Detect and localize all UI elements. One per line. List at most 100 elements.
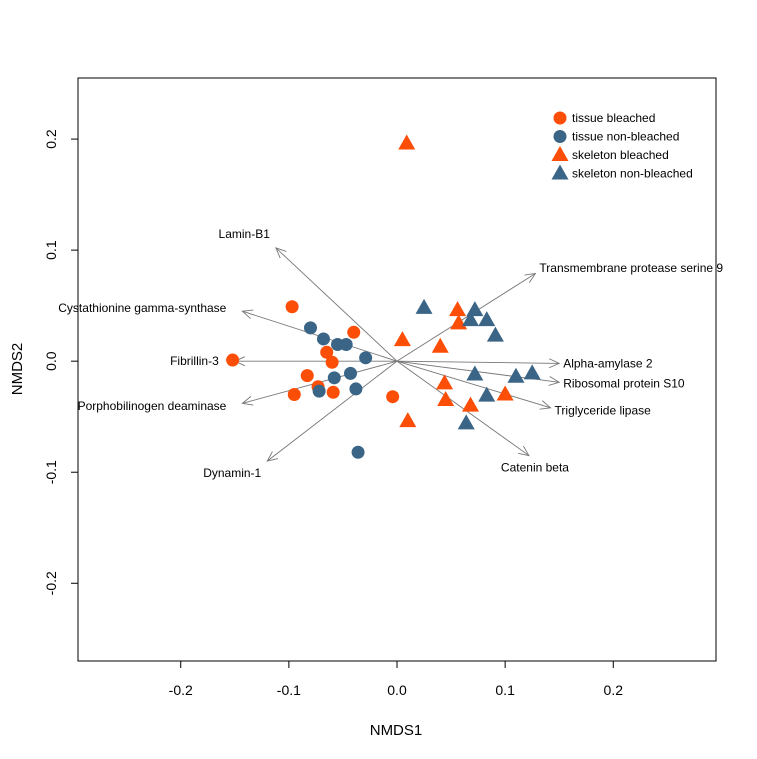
data-point: [437, 391, 455, 407]
legend: tissue bleached tissue non-bleached skelet…: [551, 111, 693, 181]
data-point: [349, 382, 363, 396]
vector-arrowhead: [275, 247, 287, 259]
points-layer: [226, 134, 541, 459]
data-point: [386, 390, 400, 404]
vector-label: Lamin-B1: [219, 227, 271, 241]
vector-arrowhead: [241, 309, 254, 319]
y-tick-label: -0.2: [43, 571, 59, 595]
vector-label: Dynamin-1: [203, 466, 261, 480]
data-point: [398, 134, 416, 150]
x-tick-label: -0.2: [169, 682, 193, 698]
x-tick-label: 0.1: [495, 682, 515, 698]
data-point: [523, 364, 541, 380]
data-point: [466, 301, 484, 317]
data-point: [312, 384, 326, 398]
x-tick-label: 0.2: [604, 682, 624, 698]
y-tick-label: 0.0: [43, 351, 59, 371]
data-point: [466, 365, 484, 381]
legend-entry-skeleton-non-bleached: skeleton non-bleached: [551, 164, 693, 181]
vector-line: [396, 360, 530, 456]
vector-layer: Lamin-B1 Transmembrane protease serine 9 C…: [58, 227, 723, 480]
legend-label: tissue bleached: [572, 111, 655, 125]
x-tick-label: 0.0: [387, 682, 407, 698]
data-point: [326, 385, 340, 399]
vector-arrowhead: [548, 376, 561, 386]
data-point: [339, 338, 353, 352]
data-point: [347, 325, 361, 339]
vector-dynamin-1: Dynamin-1: [203, 360, 398, 480]
vector-label: Porphobilinogen deaminase: [78, 399, 227, 413]
vector-alpha-amylase-2: Alpha-amylase 2: [396, 357, 653, 371]
series-skeleton-bleached: [393, 134, 514, 428]
vector-label: Fibrillin-3: [170, 354, 219, 368]
y-axis-title: NMDS2: [9, 343, 26, 396]
vector-arrowhead: [524, 272, 537, 283]
data-point: [316, 332, 330, 346]
legend-entry-tissue-bleached: tissue bleached: [553, 111, 655, 125]
data-point: [320, 345, 334, 359]
legend-entry-skeleton-bleached: skeleton bleached: [551, 146, 669, 162]
data-point: [507, 367, 525, 383]
data-point: [303, 321, 317, 335]
vector-label: Catenin beta: [501, 461, 569, 475]
vector-arrowhead: [518, 445, 530, 457]
data-point: [431, 337, 449, 353]
vector-label: Triglyceride lipase: [555, 404, 652, 418]
y-tick-label: 0.1: [43, 240, 59, 260]
legend-marker: [553, 130, 567, 143]
data-point: [462, 311, 480, 327]
vector-label: Cystathionine gamma-synthase: [58, 301, 226, 315]
data-point: [457, 414, 475, 430]
series-tissue-bleached: [226, 300, 400, 404]
vector-lamin-b1: Lamin-B1: [219, 227, 398, 362]
data-point: [226, 353, 240, 367]
vector-line: [396, 360, 560, 364]
legend-label: skeleton non-bleached: [572, 167, 693, 181]
vector-label: Transmembrane protease serine 9: [539, 261, 723, 275]
vector-transmembrane-protease-serine-9: Transmembrane protease serine 9: [396, 261, 723, 362]
legend-label: tissue non-bleached: [572, 130, 679, 144]
vector-arrowhead: [548, 358, 561, 369]
y-tick-label: -0.1: [43, 460, 59, 484]
y-tick-label: 0.2: [43, 129, 59, 149]
vector-triglyceride-lipase: Triglyceride lipase: [396, 360, 652, 418]
data-point: [327, 371, 341, 385]
legend-marker: [551, 146, 569, 161]
legend-label: skeleton bleached: [572, 148, 669, 162]
vector-catenin-beta: Catenin beta: [396, 360, 569, 475]
vector-arrowhead: [266, 451, 279, 462]
series-tissue-non-bleached: [303, 321, 373, 459]
vector-arrowhead: [539, 400, 552, 410]
data-point: [415, 298, 433, 314]
legend-entry-tissue-non-bleached: tissue non-bleached: [553, 130, 679, 144]
vector-cystathionine-gamma-synthase: Cystathionine gamma-synthase: [58, 301, 398, 362]
data-point: [449, 301, 467, 317]
data-point: [359, 351, 373, 365]
data-point: [300, 369, 314, 383]
data-point: [496, 385, 514, 401]
x-axis: -0.2 -0.1 0.0 0.1 0.2: [169, 661, 624, 698]
data-point: [462, 396, 480, 412]
data-point: [486, 326, 504, 342]
data-point: [393, 331, 411, 347]
vector-line: [396, 360, 551, 409]
vector-label: Ribosomal protein S10: [563, 377, 685, 391]
data-point: [351, 445, 365, 459]
y-axis: -0.2 -0.1 0.0 0.1 0.2: [43, 129, 78, 595]
data-point: [478, 386, 496, 402]
x-tick-label: -0.1: [277, 682, 301, 698]
data-point: [478, 311, 496, 327]
data-point: [287, 387, 301, 401]
x-axis-title: NMDS1: [370, 722, 423, 739]
vector-line: [275, 247, 398, 362]
data-point: [285, 300, 299, 314]
data-point: [344, 366, 358, 380]
legend-marker: [551, 164, 569, 180]
vector-arrowhead: [241, 396, 254, 406]
data-point: [436, 374, 454, 390]
series-skeleton-non-bleached: [415, 298, 541, 430]
data-point: [325, 355, 339, 369]
legend-marker: [553, 111, 567, 125]
vector-line: [396, 273, 536, 362]
